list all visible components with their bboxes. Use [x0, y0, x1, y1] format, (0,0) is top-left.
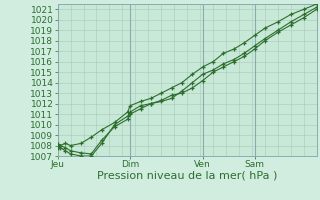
X-axis label: Pression niveau de la mer( hPa ): Pression niveau de la mer( hPa )	[97, 171, 277, 181]
